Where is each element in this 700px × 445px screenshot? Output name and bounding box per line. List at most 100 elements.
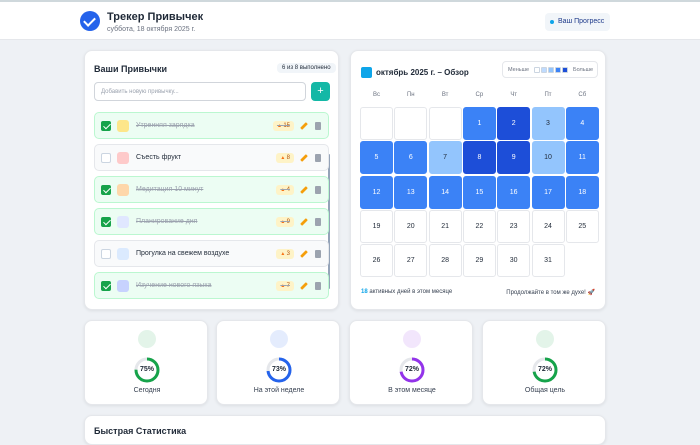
- day-cell: 25: [565, 209, 599, 243]
- habit-icon: [117, 119, 129, 132]
- legend-swatch: [555, 67, 561, 73]
- day-cell: 19: [360, 209, 393, 243]
- habit-row: Изучение нового языка 7: [94, 272, 329, 299]
- progress-ring: [532, 357, 558, 383]
- ring-arc: [134, 357, 160, 383]
- date: суббота, 18 октября 2025 г.: [107, 26, 196, 33]
- checkbox[interactable]: [101, 152, 111, 163]
- stat-card: 72% В этом месяце: [349, 320, 473, 405]
- calendar-panel: октябрь 2025 г. – Обзор Меньше Больше 18…: [350, 50, 606, 310]
- habit-row: Съесть фрукт 8: [94, 144, 329, 171]
- edit-button[interactable]: [300, 281, 308, 290]
- legend-swatch: [562, 67, 568, 73]
- progress-ring: [134, 357, 160, 383]
- day-cell: 23: [497, 209, 531, 243]
- day-cell: 2: [497, 107, 531, 140]
- stat-icon: [536, 330, 554, 348]
- day-cell: 4: [565, 107, 599, 140]
- legend: Меньше Больше: [502, 61, 598, 78]
- legend-swatch: [548, 67, 554, 73]
- header: Трекер Привычек суббота, 18 октября 2025…: [0, 0, 700, 40]
- delete-button[interactable]: [315, 249, 321, 258]
- streak: 7: [276, 280, 294, 291]
- day-cell: 17: [531, 175, 565, 209]
- streak: 15: [272, 120, 294, 131]
- day-cell: 30: [497, 244, 531, 278]
- ring-arc: [532, 357, 558, 383]
- ring-arc: [266, 357, 292, 383]
- stat-card: 73% На этой неделе: [216, 320, 340, 405]
- habit-icon: [117, 215, 129, 228]
- stat-label: На этой неделе: [253, 387, 305, 394]
- delete-button[interactable]: [315, 185, 321, 194]
- day-cell: 7: [428, 141, 462, 175]
- day-cell: 11: [565, 141, 599, 175]
- day-cell: 5: [360, 141, 393, 175]
- habit-input[interactable]: Добавить новую привычку...: [94, 82, 306, 101]
- edit-button[interactable]: [300, 249, 308, 258]
- checkbox[interactable]: [101, 216, 111, 227]
- stat-value: 72%: [404, 366, 419, 373]
- dot: [550, 20, 554, 24]
- day-cell: 28: [428, 244, 462, 278]
- checkbox[interactable]: [101, 280, 111, 291]
- day-cell: 1: [462, 107, 496, 140]
- delete-button[interactable]: [315, 281, 321, 290]
- stat-label: Сегодня: [133, 387, 161, 394]
- day-cell: 8: [462, 141, 496, 175]
- edit-button[interactable]: [300, 217, 308, 226]
- ring-arc: [399, 357, 425, 383]
- progress-button[interactable]: Ваш Прогресс: [545, 13, 611, 31]
- weekday: Вт: [441, 92, 449, 98]
- habits-panel: Ваши Привычки 6 из 8 выполнено Добавить …: [84, 50, 339, 310]
- habit-row: Прогулка на свежем воздухе 3: [94, 240, 329, 267]
- stat-value: 75%: [139, 366, 154, 373]
- legend-swatch: [534, 67, 540, 73]
- habit-name: Медитация 10 минут: [136, 186, 204, 193]
- add-button[interactable]: +: [311, 82, 330, 101]
- logo: [80, 11, 100, 31]
- day-cell: 14: [428, 175, 462, 209]
- calendar-title: октябрь 2025 г. – Обзор: [376, 68, 469, 77]
- edit-button[interactable]: [300, 121, 308, 130]
- checkbox[interactable]: [101, 184, 111, 195]
- day-cell: 12: [360, 175, 393, 209]
- habit-icon: [117, 151, 129, 164]
- streak: 9: [276, 216, 294, 227]
- day-cell: 27: [394, 244, 428, 278]
- done-badge: 6 из 8 выполнено: [277, 63, 336, 73]
- day-cell: 6: [394, 141, 428, 175]
- day-cell: 31: [531, 244, 565, 278]
- app-title: Трекер Привычек: [107, 11, 204, 23]
- empty-cell: [360, 107, 393, 140]
- day-cell: 10: [531, 141, 565, 175]
- app: Трекер Привычек суббота, 18 октября 2025…: [0, 0, 700, 430]
- edit-button[interactable]: [300, 153, 308, 162]
- weekday: Сб: [578, 92, 587, 98]
- day-cell: 13: [394, 175, 428, 209]
- day-cell: 3: [531, 107, 565, 140]
- checkbox[interactable]: [101, 248, 111, 259]
- habits-title: Ваши Привычки: [94, 64, 168, 74]
- day-cell: 24: [531, 209, 565, 243]
- day-cell: 26: [360, 244, 393, 278]
- day-cell: 22: [462, 209, 496, 243]
- stat-label: Общая цель: [524, 387, 566, 394]
- day-cell: 9: [497, 141, 531, 175]
- calendar-icon: [361, 67, 372, 78]
- delete-button[interactable]: [315, 217, 321, 226]
- empty-cell: [428, 107, 462, 140]
- motivation: Продолжайте в том же духе! 🚀: [506, 290, 595, 296]
- legend-less: Меньше: [508, 67, 530, 73]
- delete-button[interactable]: [315, 121, 321, 130]
- habit-name: Съесть фрукт: [136, 154, 182, 161]
- weekday: Вс: [372, 92, 380, 98]
- stat-card: 72% Общая цель: [482, 320, 606, 405]
- active-count: 18: [361, 289, 368, 295]
- edit-button[interactable]: [300, 185, 308, 194]
- habit-name: Утренняя зарядка: [136, 122, 195, 129]
- checkbox[interactable]: [101, 120, 111, 131]
- day-cell: 16: [497, 175, 531, 209]
- delete-button[interactable]: [315, 153, 321, 162]
- day-cell: 21: [428, 209, 462, 243]
